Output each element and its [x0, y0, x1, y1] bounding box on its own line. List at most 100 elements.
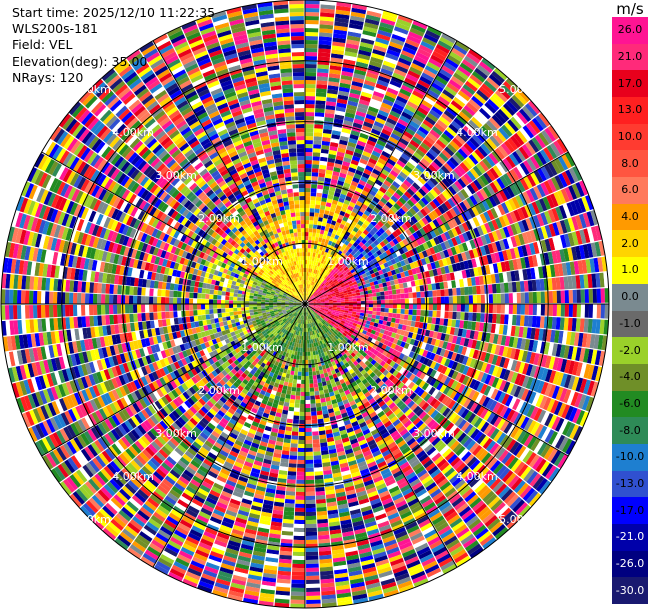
- gate: [330, 57, 343, 63]
- gate: [322, 132, 332, 138]
- gate: [384, 299, 389, 304]
- gate: [399, 314, 405, 320]
- gate: [287, 414, 294, 420]
- gate: [510, 135, 522, 148]
- gate: [310, 403, 316, 408]
- gate: [388, 233, 396, 241]
- gate: [330, 203, 337, 209]
- gate: [402, 81, 415, 90]
- gate: [315, 92, 327, 98]
- gate: [381, 183, 390, 191]
- gate: [408, 158, 418, 167]
- gate: [339, 193, 347, 200]
- gate: [492, 293, 497, 304]
- gate: [342, 161, 351, 167]
- gate: [305, 8, 320, 13]
- gate: [426, 112, 439, 123]
- gate: [327, 215, 334, 221]
- gate: [516, 111, 529, 125]
- gate: [331, 255, 336, 261]
- gate: [365, 226, 372, 233]
- gate: [348, 308, 353, 312]
- gate: [410, 215, 418, 224]
- gate: [336, 98, 348, 105]
- gate: [368, 106, 379, 114]
- gate: [318, 237, 323, 243]
- gate: [454, 134, 466, 145]
- gate: [500, 84, 514, 97]
- gate: [508, 293, 513, 304]
- gate: [384, 308, 389, 313]
- gate: [360, 37, 375, 45]
- gate: [488, 294, 493, 304]
- gate: [408, 173, 417, 182]
- gate: [406, 161, 416, 170]
- gate: [512, 292, 517, 304]
- gate: [368, 307, 373, 311]
- gate: [289, 455, 298, 460]
- gate: [385, 201, 393, 209]
- gate: [290, 443, 298, 448]
- gate: [314, 467, 323, 472]
- gate: [420, 208, 428, 217]
- gate: [337, 180, 345, 186]
- gate: [333, 225, 339, 231]
- gate: [292, 559, 305, 564]
- gate: [313, 447, 321, 452]
- gate: [380, 68, 393, 76]
- gate: [451, 183, 460, 193]
- gate: [306, 587, 321, 592]
- gate: [308, 264, 312, 269]
- gate: [448, 304, 453, 312]
- gate: [404, 304, 409, 310]
- gate: [317, 418, 324, 424]
- gate: [415, 190, 424, 200]
- gate: [284, 430, 292, 436]
- gate: [372, 168, 381, 176]
- gate: [367, 238, 374, 245]
- gate: [352, 309, 357, 312]
- gate: [305, 140, 313, 145]
- gate: [349, 133, 359, 141]
- gate: [359, 95, 371, 103]
- gate: [457, 178, 467, 189]
- gate: [307, 298, 311, 302]
- gate: [373, 146, 383, 155]
- gate: [365, 14, 381, 22]
- gate: [395, 65, 409, 74]
- gate: [363, 26, 378, 34]
- gate: [464, 304, 469, 312]
- gate: [516, 304, 521, 315]
- gate: [449, 51, 464, 62]
- gate: [291, 571, 305, 576]
- gate: [315, 486, 325, 492]
- gate: [374, 41, 389, 49]
- gate: [364, 79, 376, 87]
- gate: [491, 283, 497, 294]
- gate: [359, 226, 366, 233]
- gate: [306, 276, 308, 281]
- gate: [387, 285, 392, 291]
- gate: [448, 311, 453, 319]
- gate: [400, 309, 405, 315]
- gate: [384, 56, 398, 65]
- gate: [522, 125, 535, 139]
- gate: [324, 210, 330, 216]
- gate: [387, 290, 393, 295]
- gate: [378, 227, 385, 235]
- gate: [305, 379, 310, 384]
- gate: [378, 109, 389, 118]
- gate: [282, 518, 294, 524]
- gate: [472, 286, 477, 295]
- gate: [316, 224, 322, 230]
- gate: [352, 295, 357, 299]
- gate: [309, 387, 315, 392]
- gate: [306, 555, 319, 560]
- gate: [431, 82, 444, 93]
- gate: [305, 463, 314, 468]
- gate: [374, 223, 382, 231]
- gate: [362, 229, 369, 236]
- gate: [306, 264, 310, 269]
- gate: [327, 81, 340, 87]
- gate: [428, 148, 439, 158]
